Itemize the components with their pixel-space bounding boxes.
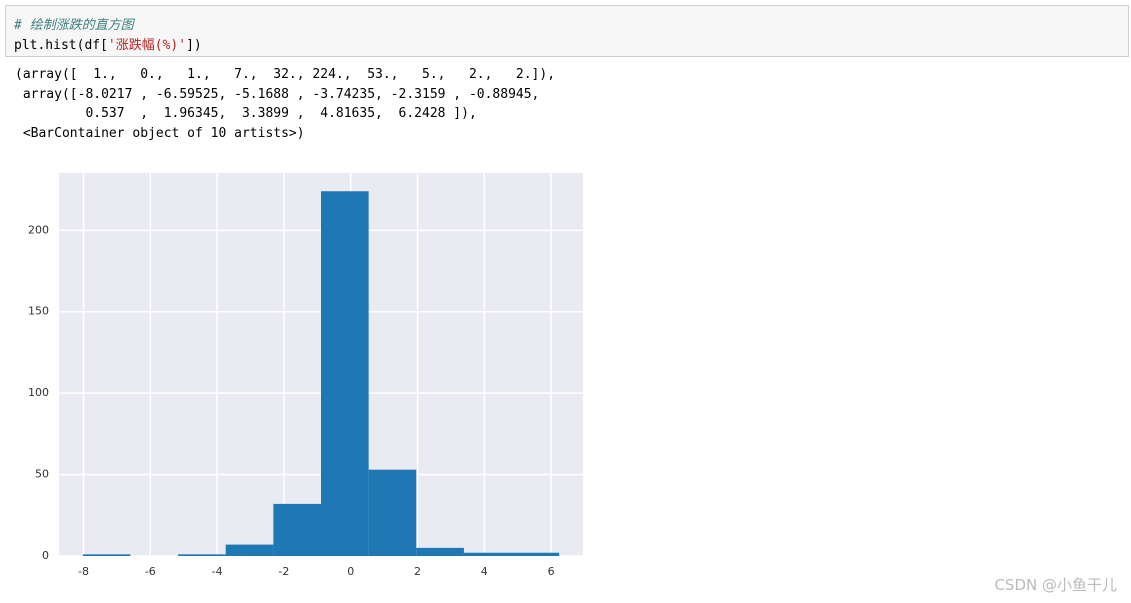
histogram-bar [416, 547, 464, 556]
x-tick-label: 6 [548, 565, 555, 578]
output-line: <BarContainer object of 10 artists>) [15, 126, 305, 141]
x-tick-label: -4 [212, 565, 223, 578]
histogram-bar [225, 544, 274, 556]
x-tick-label: 0 [347, 565, 354, 578]
x-tick-label: -8 [78, 565, 89, 578]
code-text: plt.hist(df[ [14, 38, 108, 53]
histogram-bar [511, 552, 560, 556]
x-tick-label: 4 [481, 565, 488, 578]
code-comment: # 绘制涨跌的直方图 [14, 18, 134, 33]
histogram-chart: 0 50 100 150 200 -8 -6 -4 -2 0 2 4 6 [28, 173, 583, 578]
y-tick-label: 50 [35, 468, 49, 481]
code-string: '涨跌幅(%)' [107, 38, 187, 53]
plot-background [59, 173, 583, 556]
code-line: plt.hist(df['涨跌幅(%)']) [14, 34, 202, 53]
x-tick-label: -2 [278, 565, 289, 578]
x-tick-label: -6 [145, 565, 156, 578]
y-tick-label: 150 [28, 305, 49, 318]
x-tick-label: 2 [414, 565, 421, 578]
y-tick-label: 100 [28, 386, 49, 399]
histogram-bar [463, 552, 512, 556]
output-line: 0.537 , 1.96345, 3.3899 , 4.81635, 6.242… [15, 106, 477, 121]
y-tick-label: 200 [28, 223, 49, 236]
watermark: CSDN @小鱼干儿 [994, 576, 1117, 594]
histogram-bar [178, 554, 226, 556]
output-line: (array([ 1., 0., 1., 7., 32., 224., 53.,… [15, 67, 556, 82]
histogram-bar [321, 191, 369, 556]
histogram-bar [82, 554, 131, 556]
code-cell[interactable]: # 绘制涨跌的直方图 plt.hist(df['涨跌幅(%)']) [5, 5, 1129, 57]
y-tick-label: 0 [42, 549, 49, 562]
output-line: array([-8.0217 , -6.59525, -5.1688 , -3.… [15, 87, 540, 102]
histogram-bar [273, 503, 322, 556]
code-text: ]) [186, 38, 202, 53]
histogram-bar [368, 469, 417, 556]
